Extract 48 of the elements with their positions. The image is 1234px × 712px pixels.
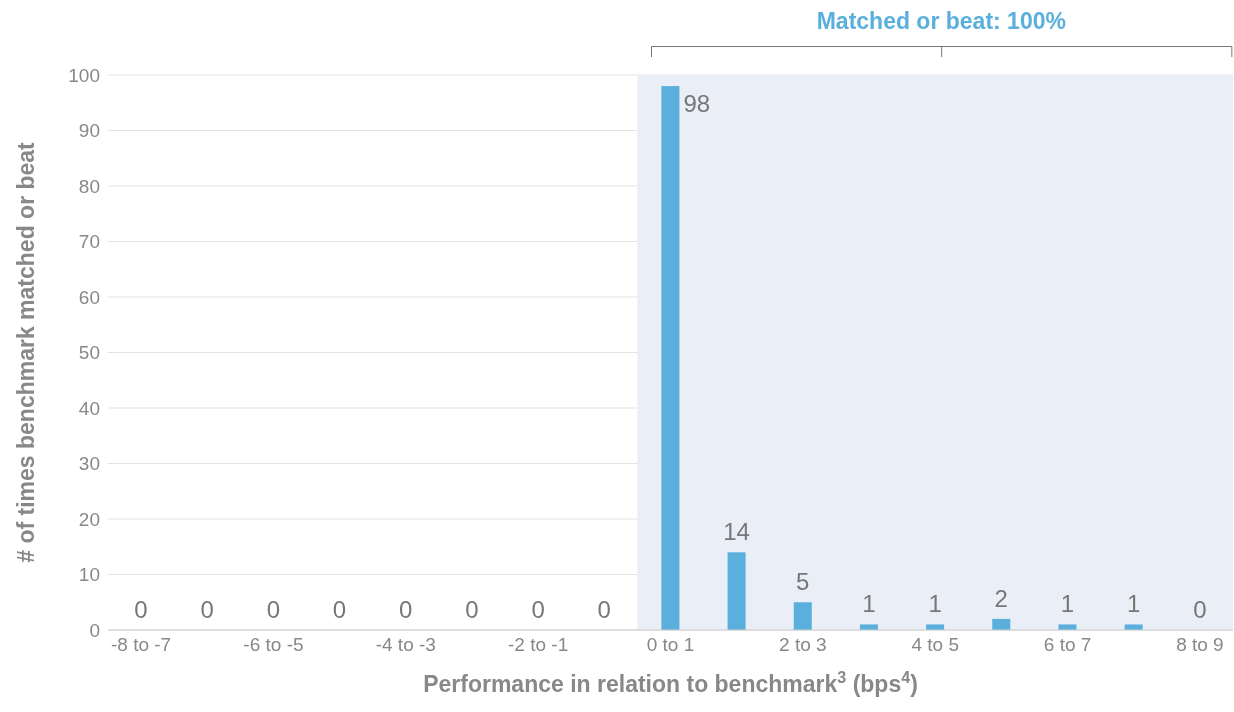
data-label: 1 [862, 590, 876, 618]
x-tick-label: -8 to -7 [110, 634, 172, 656]
bar [859, 624, 878, 630]
data-label: 0 [266, 596, 281, 623]
x-tick-label: -2 to -1 [508, 634, 569, 656]
bar [727, 552, 746, 630]
data-label: 0 [465, 596, 479, 623]
bar [1124, 624, 1143, 630]
bar [661, 86, 680, 630]
y-tick-label: 0 [89, 619, 100, 641]
data-label: 0 [399, 596, 413, 623]
data-label: 0 [597, 596, 611, 623]
y-tick-label: 70 [78, 231, 100, 253]
data-label: 5 [796, 568, 810, 596]
y-axis-title: # of times benchmark matched or beat [13, 141, 40, 563]
x-axis-title: Performance in relation to benchmark$^{3}$ (bps$^{4}$) [423, 668, 918, 697]
data-label: 1 [1060, 590, 1075, 618]
y-tick-label: 30 [78, 453, 100, 475]
y-tick-label: 40 [78, 397, 100, 419]
x-tick-label: 6 to 7 [1043, 634, 1092, 656]
bar [793, 602, 812, 630]
y-tick-label: 90 [78, 120, 100, 142]
bar [992, 618, 1011, 630]
x-tick-label: 4 to 5 [911, 634, 959, 656]
x-tick-label: -6 to -5 [243, 634, 304, 656]
y-tick-label: 10 [78, 564, 100, 586]
data-label: 0 [332, 596, 347, 623]
data-label: 1 [1126, 590, 1141, 618]
x-tick-label: 0 to 1 [646, 634, 695, 656]
data-label: 14 [723, 518, 750, 546]
y-tick-label: 60 [78, 286, 100, 308]
data-label: 0 [531, 596, 545, 623]
text: Matched or beat: 100% [815, 8, 1067, 35]
y-tick-label: 100 [68, 64, 100, 86]
bar [1058, 624, 1077, 630]
y-tick-label: 50 [78, 342, 100, 364]
data-label: 0 [1193, 596, 1207, 623]
x-tick-label: 2 to 3 [779, 634, 827, 656]
y-tick-label: 80 [78, 175, 100, 197]
bar [926, 624, 945, 630]
x-tick-label: -4 to -3 [375, 634, 436, 656]
data-label: 98 [683, 90, 711, 118]
data-label: 2 [994, 584, 1008, 612]
data-label: 0 [134, 596, 148, 623]
x-tick-label: 8 to 9 [1176, 634, 1224, 656]
y-tick-label: 20 [78, 508, 100, 530]
data-label: 1 [928, 590, 942, 618]
data-label: 0 [200, 596, 214, 623]
